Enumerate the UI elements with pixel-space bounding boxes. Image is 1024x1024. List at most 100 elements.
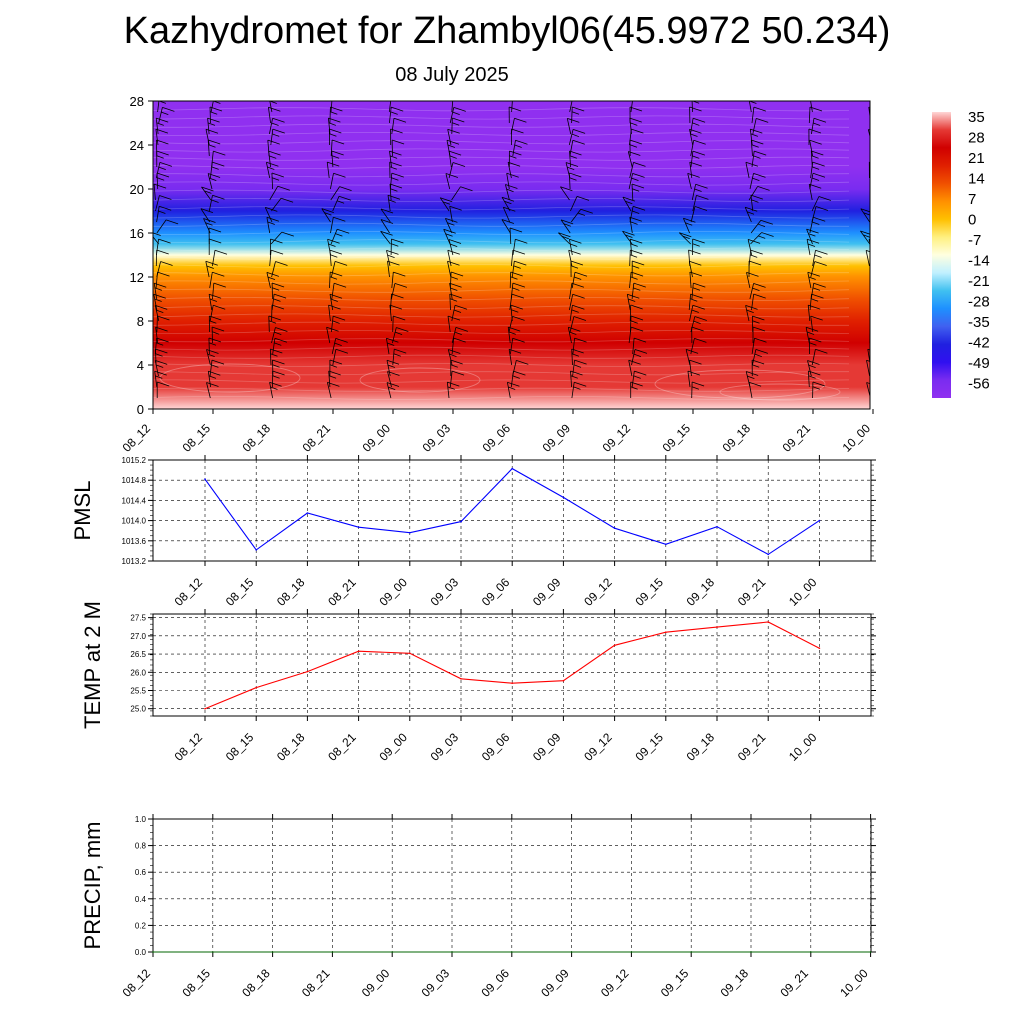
heatmap-xtick-label-9: 09_15 [660,421,694,455]
pmsl-group-ytick-label-0: 1013.2 [122,557,147,566]
pmsl-group-ytick-label-3: 1014.4 [122,496,147,505]
wind-barbs [153,101,870,399]
heatmap-xtick-label-3: 08_21 [300,421,334,455]
precip-group-xtick-label-4: 09_00 [359,966,393,1000]
precip-group-point-5 [451,951,453,953]
pmsl-group-point-1 [255,549,257,551]
pmsl-group-point-7 [562,496,565,499]
temp-group-xtick-label-10: 09_18 [684,730,718,764]
precip-group-xtick-label-6: 09_06 [478,966,512,1000]
colorbar-label-9: -28 [968,294,990,311]
pmsl-group-grid [150,455,874,562]
precip-group-ytick-label-3: 0.6 [135,868,147,877]
precip-group-point-11 [810,951,812,953]
heatmap-contours [153,107,850,401]
page-title: Kazhydromet for Zhambyl06(45.9972 50.234… [123,10,891,52]
heatmap-xtick-label-10: 09_18 [720,421,754,455]
heatmap-xtick-label-2: 08_18 [240,421,274,455]
pmsl-group-ytick-label-5: 1015.2 [122,456,147,465]
precip-group-xtick-label-3: 08_21 [299,966,333,1000]
pmsl-group-xtick-label-1: 08_15 [223,575,257,609]
precip-group-point-0 [152,951,154,953]
pmsl-group-series-line-0 [204,467,820,556]
pmsl-group-point-2 [306,512,309,514]
colorbar-label-3: 14 [968,171,985,188]
temp-group-point-8 [613,644,616,647]
pmsl-group-xtick-label-8: 09_12 [581,575,615,609]
pmsl-group-ylabel: PMSL [70,481,95,541]
pmsl-group-point-8 [613,527,616,529]
precip-group-xtick-label-5: 09_03 [419,966,453,1000]
precip-group-xtick-label-8: 09_12 [598,966,632,1000]
pmsl-group-xtick-label-6: 09_06 [479,575,513,609]
temp-group-ytick-label-0: 25.0 [130,705,146,714]
pmsl-group-point-10 [716,525,718,528]
temp-group-xtick-label-6: 09_06 [479,730,513,764]
precip-group-point-12 [869,951,872,953]
pmsl-group-xtick-label-9: 09_15 [632,575,666,609]
colorbar-label-4: 7 [968,191,976,208]
pmsl-group-point-4 [409,531,411,534]
temp-group-point-11 [767,621,769,623]
pmsl-group-xtick-label-5: 09_03 [428,575,462,609]
precip-group-point-2 [271,951,274,953]
colorbar-label-11: -42 [968,335,990,352]
temp-group-point-5 [460,678,462,680]
precip-group-ytick-label-0: 0.0 [135,948,147,957]
precip-group-xtick-label-12: 10_00 [837,966,871,1000]
heatmap-xtick-label-6: 09_06 [480,421,514,455]
heatmap-xtick-label-1: 08_15 [180,421,214,455]
precip-group-ytick-label-1: 0.2 [135,921,147,930]
temp-group-xtick-label-4: 09_00 [376,730,410,764]
precip-group-ylabel: PRECIP, mm [80,822,105,950]
temp-group-ytick-label-3: 26.5 [130,650,146,659]
temp-group-point-0 [204,707,206,710]
colorbar-label-1: 28 [968,130,985,147]
pmsl-group-point-12 [818,519,821,522]
colorbar-ramp [932,112,951,398]
precip-group-xtick-label-1: 08_15 [179,966,213,1000]
temp-group-xtick-label-5: 09_03 [428,730,462,764]
temp-group-xtick-label-3: 08_21 [325,730,359,764]
heatmap-warm-contour-1 [359,367,481,393]
precip-group-point-7 [570,951,573,953]
temp-group-ylabel: TEMP at 2 M [80,601,105,729]
pmsl-group-point-0 [204,478,206,481]
temp-group-xtick-label-11: 09_21 [735,730,769,764]
precip-group-xtick-label-2: 08_18 [239,966,273,1000]
temp-group-xtick-label-9: 09_15 [632,730,666,764]
precip-group-point-3 [331,951,334,953]
colorbar-label-7: -14 [968,253,990,270]
pmsl-group-xtick-label-3: 08_21 [325,575,359,609]
temp-group-ytick-label-1: 25.5 [130,687,146,696]
heatmap-xtick-label-5: 09_03 [420,421,454,455]
pmsl-group-ytick-label-4: 1014.8 [122,476,147,485]
colorbar: 35 28 21 14 7 0 -7 -14 -21 -28 -35 -42 -49 -56 [932,109,990,398]
temp-group-ytick-label-4: 27.0 [130,632,146,641]
precip-group-ytick-label-4: 0.8 [135,842,147,851]
heatmap-ytick-label-6: 24 [130,138,144,153]
precip-group-xtick-label-7: 09_09 [538,966,572,1000]
pmsl-group-ytick-label-1: 1013.6 [122,537,147,546]
colorbar-label-8: -21 [968,273,990,290]
precip-group-xtick-label-11: 09_21 [777,966,811,1000]
pmsl-group-point-9 [665,543,667,546]
page-subtitle: 08 July 2025 [395,64,509,86]
temp-group-point-3 [357,650,360,652]
temp-group-ytick-label-2: 26.0 [130,668,146,677]
precip-group-point-1 [212,951,214,953]
colorbar-label-12: -49 [968,355,990,372]
heatmap-xtick-label-8: 09_12 [600,421,634,455]
precip-group-grid [150,814,874,953]
heatmap-warm-contour-2 [654,369,826,399]
heatmap-ytick-label-2: 8 [137,314,144,329]
temp-group-point-7 [562,679,565,682]
heatmap-frame [152,100,871,410]
temp-group-ytick-label-5: 27.5 [130,614,146,623]
temp-group-xtick-label-0: 08_12 [172,730,206,764]
temp-2m-chart: 25.0 25.5 26.0 26.5 27.0 27.5 08_12 08_15 08_18 0… [80,601,876,764]
precip-group-xtick-label-0: 08_12 [120,966,154,1000]
temp-group-point-9 [665,631,667,633]
colorbar-label-0: 35 [968,109,985,126]
heatmap-ytick-label-1: 4 [137,358,144,373]
